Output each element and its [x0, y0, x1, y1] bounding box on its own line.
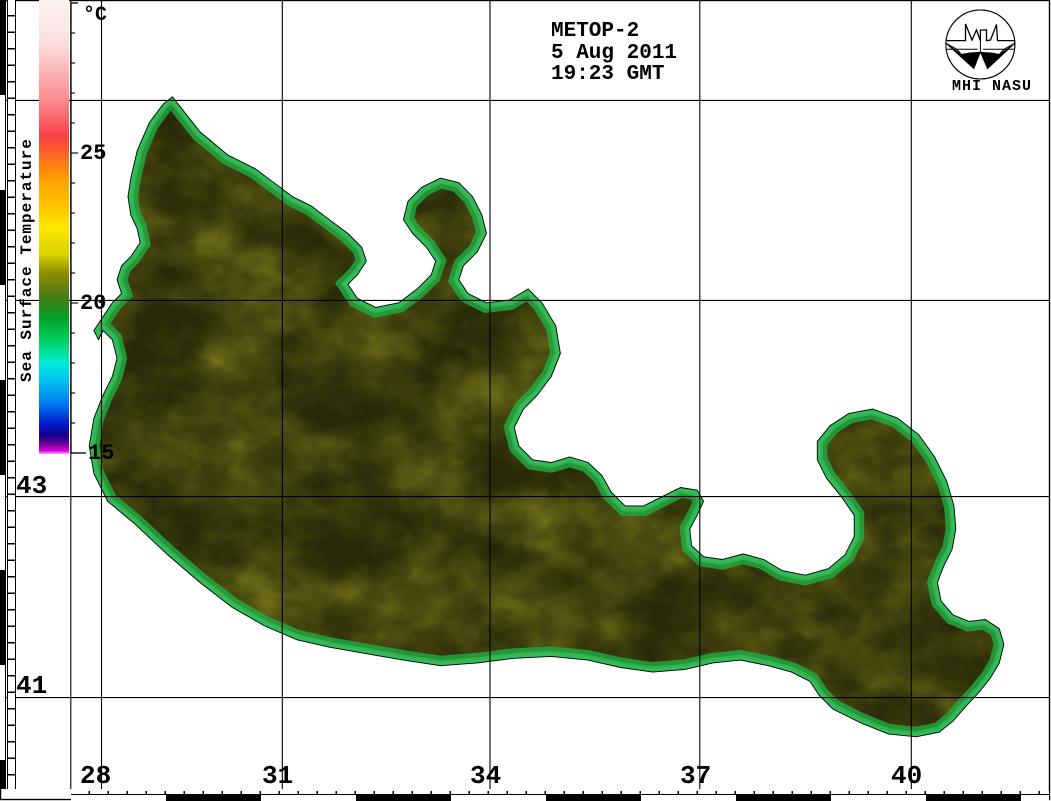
svg-text:MHI NASU: MHI NASU: [952, 78, 1032, 95]
